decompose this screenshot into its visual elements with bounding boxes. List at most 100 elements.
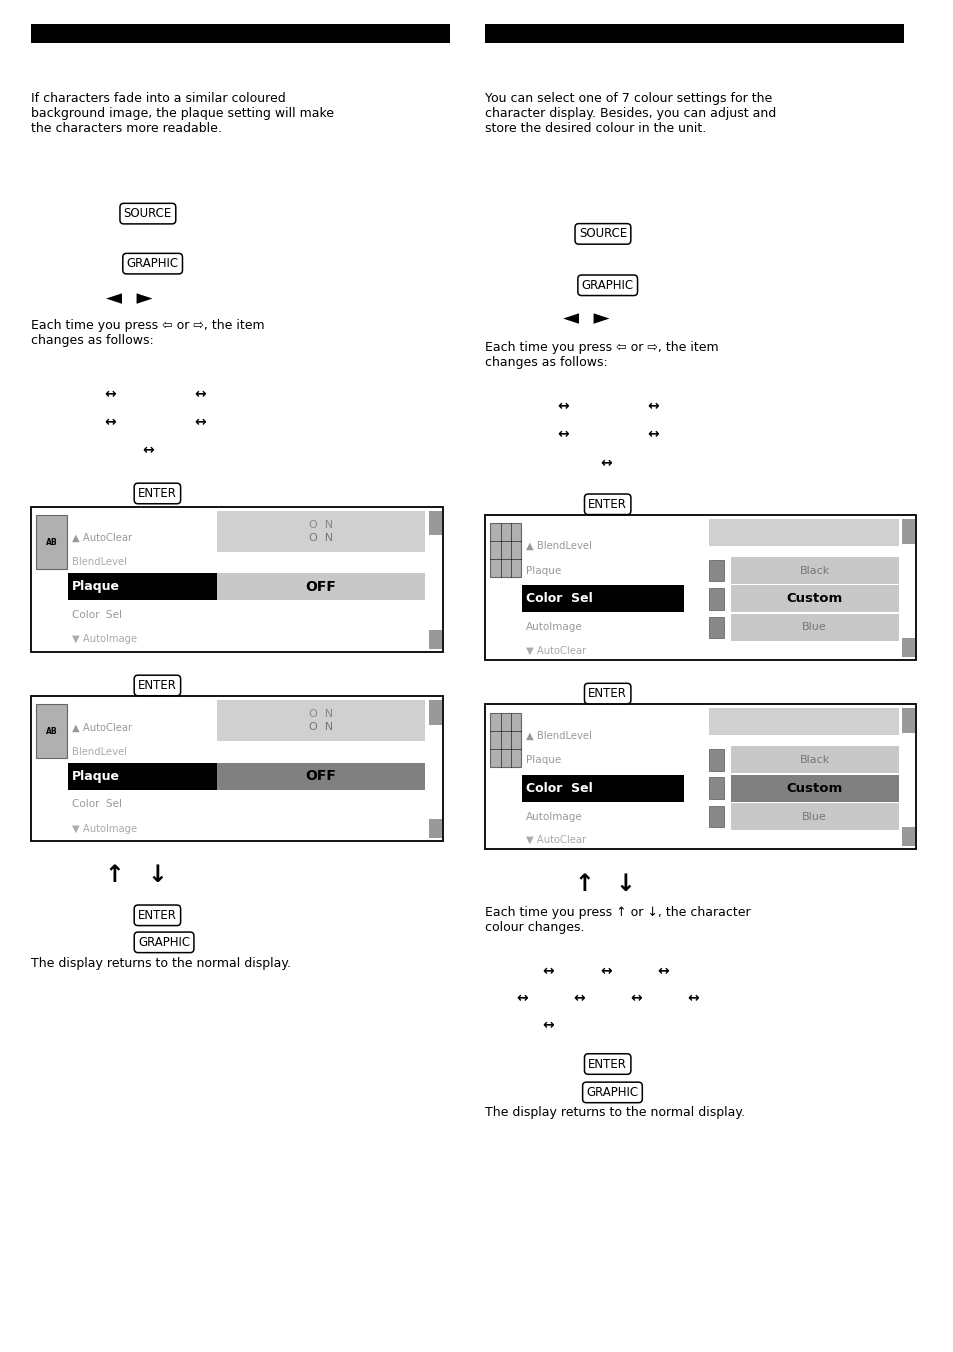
Text: Each time you press ⇦ or ⇨, the item
changes as follows:: Each time you press ⇦ or ⇨, the item cha… — [484, 341, 718, 369]
Text: O  N: O N — [309, 708, 333, 719]
Text: The display returns to the normal display.: The display returns to the normal displa… — [30, 957, 291, 971]
Text: ↓: ↓ — [615, 872, 634, 896]
Bar — [216, 525, 425, 552]
Text: GRAPHIC: GRAPHIC — [581, 279, 633, 292]
Bar — [708, 708, 898, 735]
Text: O  N: O N — [309, 519, 333, 530]
Text: The display returns to the normal display.: The display returns to the normal displa… — [484, 1106, 744, 1119]
Text: BlendLevel: BlendLevel — [71, 746, 127, 757]
Text: BlendLevel: BlendLevel — [71, 557, 127, 568]
Bar — [902, 519, 914, 544]
Text: Blue: Blue — [801, 622, 826, 633]
Text: ◄  ►: ◄ ► — [106, 288, 152, 308]
Bar — [36, 704, 67, 758]
Bar — [708, 749, 723, 771]
Text: Plaque: Plaque — [71, 769, 119, 783]
Text: ↔: ↔ — [647, 427, 659, 441]
Text: ENTER: ENTER — [588, 498, 626, 511]
Bar — [68, 763, 230, 790]
Text: GRAPHIC: GRAPHIC — [127, 257, 178, 270]
Text: Color  Sel: Color Sel — [71, 799, 121, 810]
Bar — [521, 775, 683, 802]
Bar — [730, 775, 898, 802]
Text: If characters fade into a similar coloured
background image, the plaque setting : If characters fade into a similar colour… — [30, 92, 334, 135]
Bar — [730, 585, 898, 612]
Text: O  N: O N — [309, 533, 333, 544]
Text: Plaque: Plaque — [525, 565, 560, 576]
Text: ↔: ↔ — [542, 964, 554, 977]
Text: ↔: ↔ — [557, 427, 568, 441]
Text: ▲ BlendLevel: ▲ BlendLevel — [525, 730, 591, 741]
Bar — [902, 638, 914, 657]
Bar — [708, 560, 723, 581]
Text: ↔: ↔ — [557, 399, 568, 412]
Text: ↔: ↔ — [104, 387, 115, 400]
Text: ENTER: ENTER — [138, 909, 176, 922]
Text: Plaque: Plaque — [525, 754, 560, 765]
Text: GRAPHIC: GRAPHIC — [138, 936, 190, 949]
Text: AB: AB — [46, 538, 57, 546]
Text: ↔: ↔ — [599, 456, 611, 469]
Text: ↔: ↔ — [630, 991, 641, 1005]
Bar — [730, 746, 898, 773]
Bar — [730, 557, 898, 584]
Text: OFF: OFF — [305, 580, 336, 594]
Bar — [429, 819, 441, 838]
Bar — [429, 700, 441, 725]
Text: ↔: ↔ — [194, 387, 206, 400]
Bar — [30, 24, 450, 43]
Bar — [429, 630, 441, 649]
Text: ▼ AutoClear: ▼ AutoClear — [525, 834, 585, 845]
Bar — [484, 704, 915, 849]
Text: O  N: O N — [309, 722, 333, 733]
Text: ▲ AutoClear: ▲ AutoClear — [71, 722, 132, 733]
Text: Black: Black — [799, 754, 829, 765]
Bar — [902, 827, 914, 846]
Text: Custom: Custom — [786, 592, 841, 606]
Bar — [30, 696, 442, 841]
Text: AutoImage: AutoImage — [525, 811, 581, 822]
Text: ENTER: ENTER — [138, 487, 176, 500]
Bar — [68, 573, 230, 600]
Bar — [730, 803, 898, 830]
Text: Color  Sel: Color Sel — [525, 781, 592, 795]
Text: OFF: OFF — [305, 769, 336, 783]
Text: AB: AB — [46, 727, 57, 735]
Text: ↔: ↔ — [194, 415, 206, 429]
Text: ▲ AutoClear: ▲ AutoClear — [71, 533, 132, 544]
Text: SOURCE: SOURCE — [578, 227, 626, 241]
Bar — [521, 585, 683, 612]
Bar — [484, 24, 903, 43]
Bar — [216, 573, 425, 600]
Text: ▼ AutoImage: ▼ AutoImage — [71, 823, 136, 834]
Text: AutoImage: AutoImage — [525, 622, 581, 633]
Text: Black: Black — [799, 565, 829, 576]
Bar — [708, 617, 723, 638]
Text: ↔: ↔ — [516, 991, 527, 1005]
Bar — [216, 511, 425, 538]
Bar — [216, 714, 425, 741]
Text: Blue: Blue — [801, 811, 826, 822]
Bar — [708, 806, 723, 827]
Text: Custom: Custom — [786, 781, 841, 795]
Text: ↔: ↔ — [104, 415, 115, 429]
Text: ▼ AutoClear: ▼ AutoClear — [525, 645, 585, 656]
Text: ↑: ↑ — [574, 872, 593, 896]
Text: ENTER: ENTER — [588, 687, 626, 700]
Text: ENTER: ENTER — [588, 1057, 626, 1071]
Text: ↔: ↔ — [687, 991, 699, 1005]
Text: ▲ BlendLevel: ▲ BlendLevel — [525, 541, 591, 552]
Bar — [484, 515, 915, 660]
Text: ENTER: ENTER — [138, 679, 176, 692]
Text: You can select one of 7 colour settings for the
character display. Besides, you : You can select one of 7 colour settings … — [484, 92, 775, 135]
Text: ▼ AutoImage: ▼ AutoImage — [71, 634, 136, 645]
Text: ↔: ↔ — [647, 399, 659, 412]
Bar — [730, 614, 898, 641]
Bar — [490, 713, 520, 767]
Text: ↔: ↔ — [599, 964, 611, 977]
Text: ↔: ↔ — [142, 443, 153, 457]
Text: ↔: ↔ — [573, 991, 584, 1005]
Bar — [216, 700, 425, 727]
Bar — [30, 507, 442, 652]
Text: SOURCE: SOURCE — [124, 207, 172, 220]
